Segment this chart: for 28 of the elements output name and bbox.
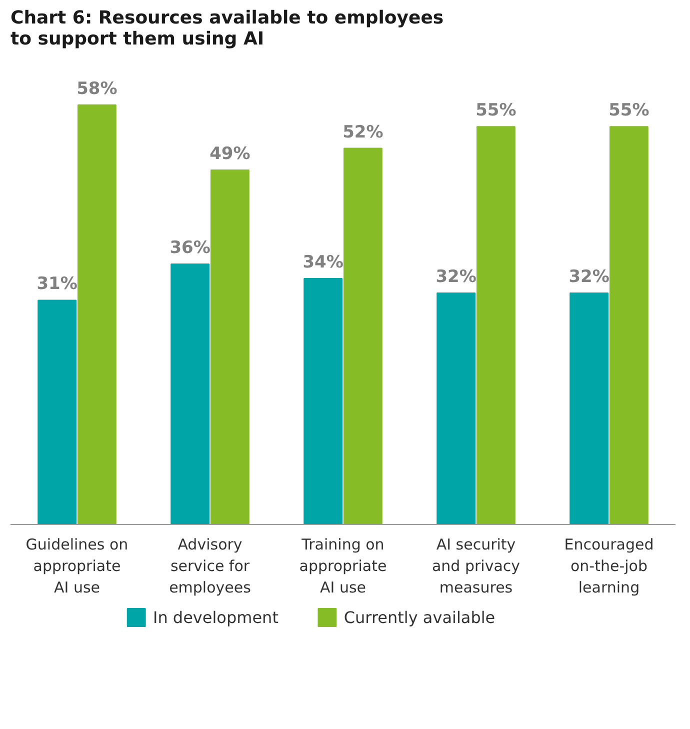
bar [38, 300, 77, 524]
bar [170, 264, 210, 524]
legend-label: Currently available [344, 608, 496, 627]
bar [436, 292, 476, 524]
bar [570, 292, 609, 524]
data-label: 32% [568, 266, 610, 287]
data-label: 36% [170, 238, 210, 258]
x-tick-label: Guidelines on appropriate AI use [26, 536, 128, 597]
legend-label: In development [152, 608, 278, 627]
data-label: 34% [302, 252, 344, 272]
data-label: 55% [476, 100, 516, 121]
x-tick-label: AI security and privacy measures [432, 536, 520, 597]
x-tick-label: Advisory service for employees [169, 536, 252, 597]
data-label: 52% [342, 122, 384, 142]
bar [304, 278, 343, 524]
bar [343, 148, 382, 524]
chart-title: Chart 6: Resources available to employees to support them using AI [10, 8, 444, 50]
bar [476, 126, 516, 524]
data-label: 31% [36, 274, 78, 294]
data-label: 49% [210, 144, 250, 164]
data-label: 32% [436, 266, 476, 287]
data-label: 55% [608, 100, 650, 121]
x-tick-label: Training on appropriate AI use [299, 536, 387, 597]
bar [609, 126, 648, 524]
bar [77, 104, 116, 524]
x-tick-label: Encouraged on-the-job learning [564, 536, 654, 597]
bar [210, 169, 250, 524]
data-label: 58% [76, 78, 118, 99]
